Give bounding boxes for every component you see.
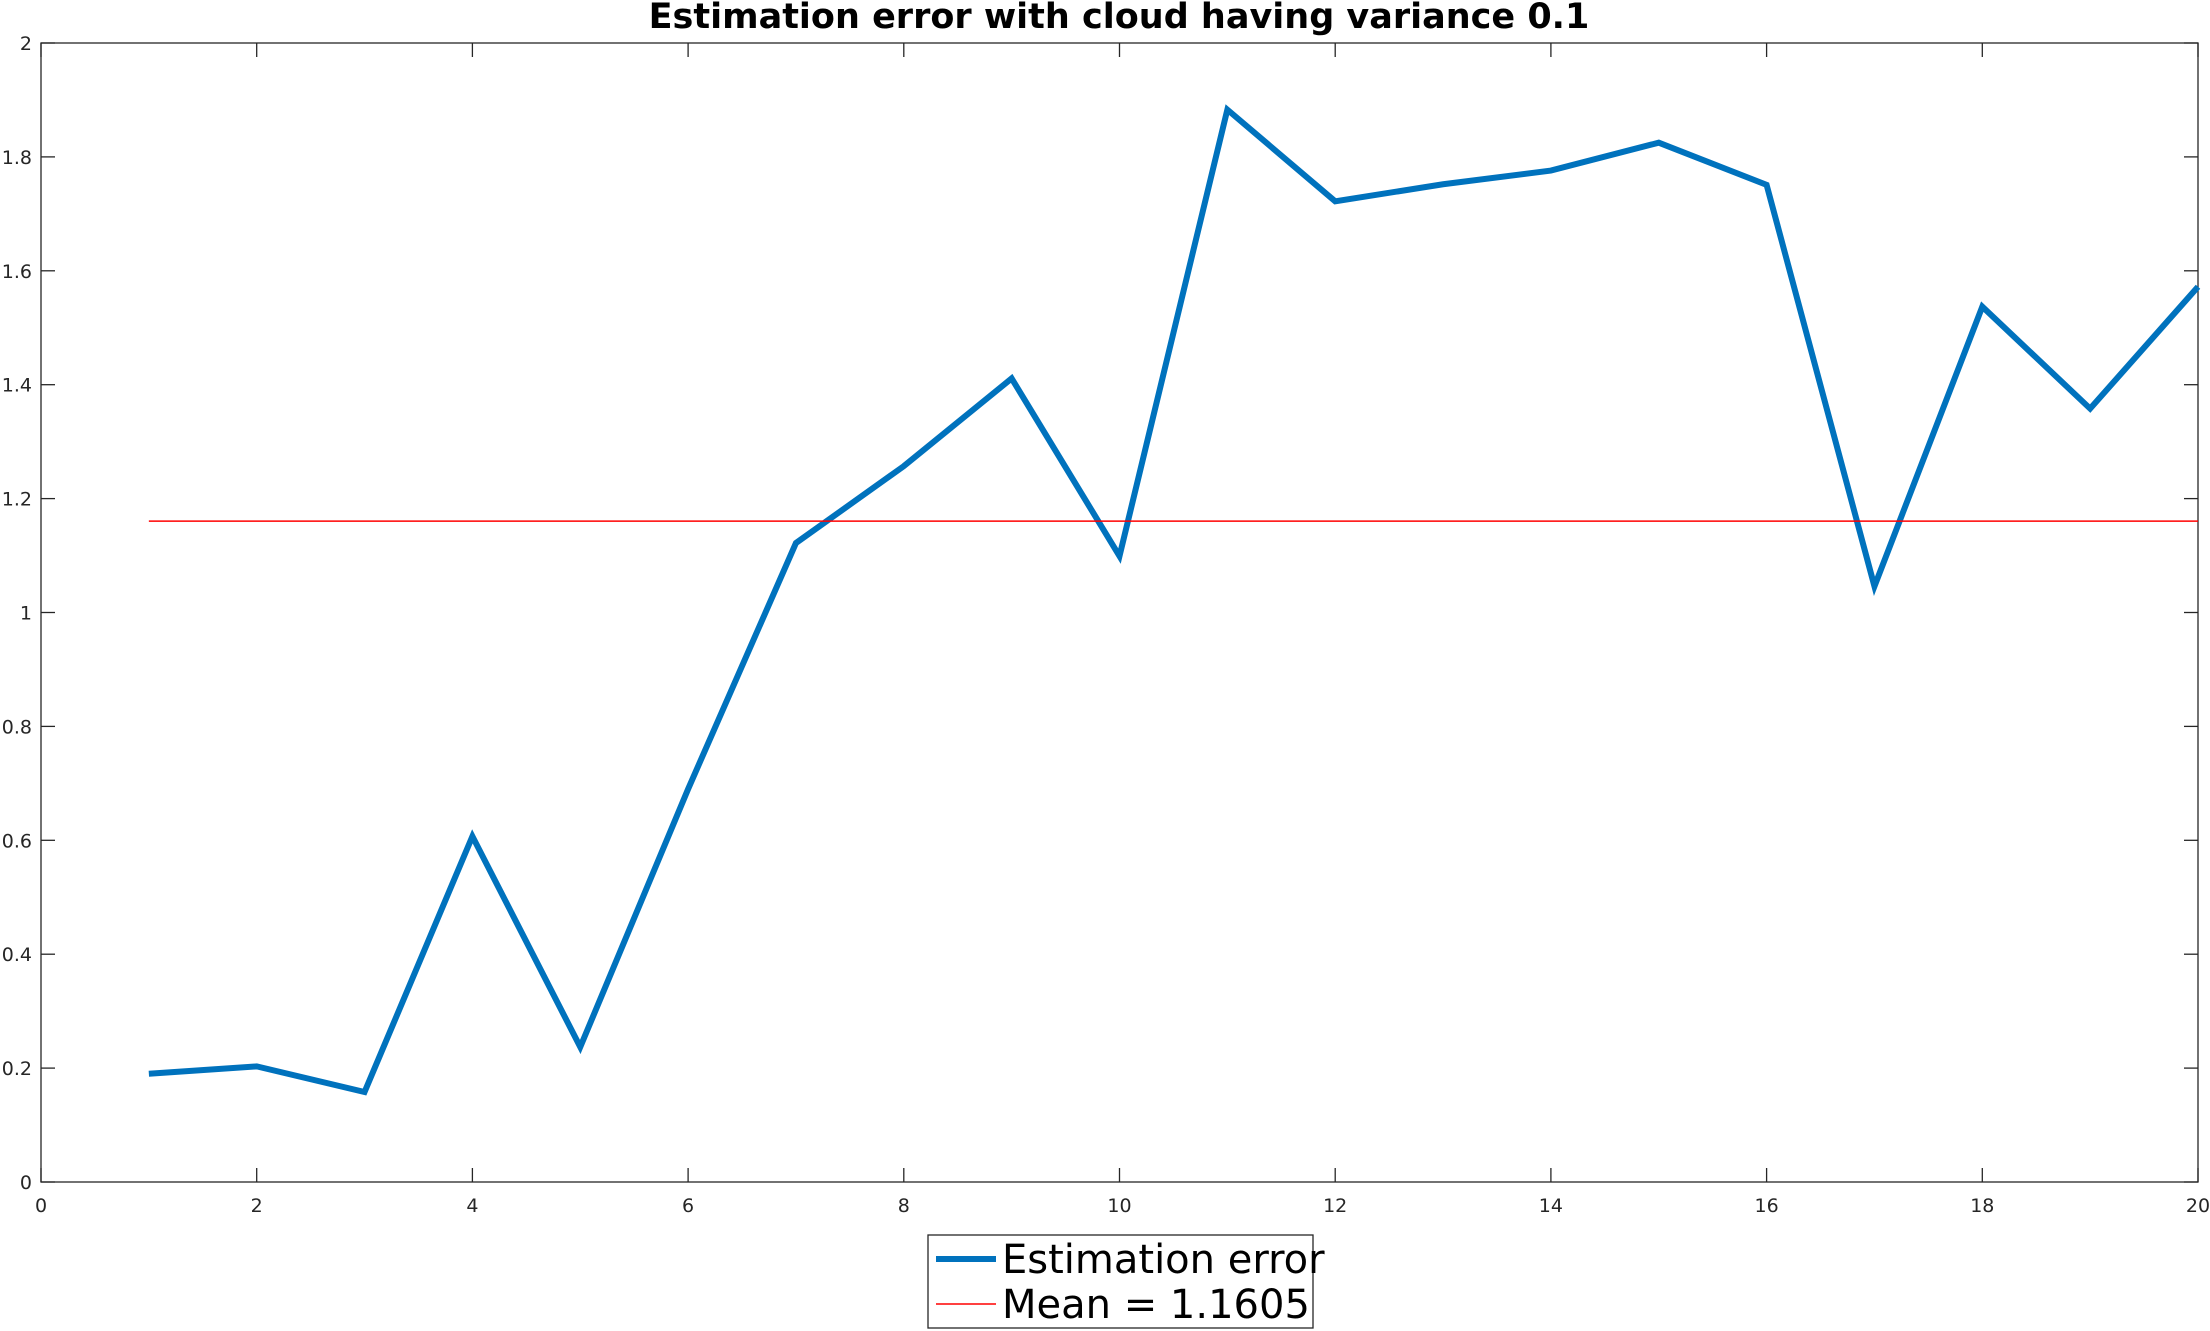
y-tick-label: 0.6 bbox=[2, 830, 32, 852]
y-tick-label: 0.4 bbox=[2, 944, 32, 966]
y-tick-label: 2 bbox=[20, 33, 32, 55]
data-point bbox=[1874, 586, 1875, 587]
x-tick-label: 10 bbox=[1107, 1195, 1131, 1217]
x-tick-label: 12 bbox=[1323, 1195, 1347, 1217]
data-point bbox=[1766, 184, 1767, 185]
x-tick-label: 2 bbox=[251, 1195, 263, 1217]
y-tick-label: 1.4 bbox=[2, 375, 32, 397]
x-tick-label: 0 bbox=[35, 1195, 47, 1217]
data-point bbox=[1011, 378, 1012, 379]
chart-title: Estimation error with cloud having varia… bbox=[649, 0, 1590, 37]
data-point bbox=[688, 789, 689, 790]
series-layer bbox=[148, 104, 2201, 1096]
y-tick-label: 0 bbox=[20, 1172, 32, 1194]
y-tick-label: 0.8 bbox=[2, 716, 32, 738]
x-tick-label: 20 bbox=[2186, 1195, 2210, 1217]
data-point bbox=[1335, 201, 1336, 202]
x-tick-label: 6 bbox=[682, 1195, 694, 1217]
data-point bbox=[903, 466, 904, 467]
x-tick-label: 14 bbox=[1539, 1195, 1563, 1217]
axes-box bbox=[40, 42, 2199, 1183]
data-point bbox=[1550, 170, 1551, 171]
data-point bbox=[364, 1092, 365, 1093]
y-tick-label: 0.2 bbox=[2, 1058, 32, 1080]
data-point bbox=[472, 836, 473, 837]
data-point bbox=[1119, 556, 1120, 557]
x-tick-label: 4 bbox=[466, 1195, 478, 1217]
data-point bbox=[148, 1073, 149, 1074]
legend-box bbox=[927, 1234, 1314, 1329]
data-point bbox=[795, 543, 796, 544]
x-tick-label: 8 bbox=[898, 1195, 910, 1217]
legend-label: Estimation error bbox=[1002, 1237, 1325, 1283]
plot-area: 0 2 4 6 8 10 12 14 16 18 20 0 0.2 0.4 0.6 0.8 1 1.2 1.4 1.6… bbox=[2, 33, 2210, 1217]
data-point bbox=[1982, 306, 1983, 307]
y-tick-label: 1.8 bbox=[2, 147, 32, 169]
y-tick-label: 1.6 bbox=[2, 261, 32, 283]
data-point bbox=[1443, 184, 1444, 185]
data-point bbox=[1658, 142, 1659, 143]
legend-label: Mean = 1.1605 bbox=[1002, 1282, 1310, 1328]
x-tick-label: 18 bbox=[1970, 1195, 1994, 1217]
x-tick-label: 16 bbox=[1755, 1195, 1779, 1217]
data-point bbox=[580, 1047, 581, 1048]
y-tick-label: 1 bbox=[20, 603, 32, 625]
data-point bbox=[2090, 408, 2091, 409]
y-tick-label: 1.2 bbox=[2, 489, 32, 511]
data-point bbox=[256, 1066, 257, 1067]
estimation-error-line bbox=[148, 104, 2201, 1096]
data-point bbox=[2198, 286, 2199, 287]
data-point bbox=[1227, 109, 1228, 110]
